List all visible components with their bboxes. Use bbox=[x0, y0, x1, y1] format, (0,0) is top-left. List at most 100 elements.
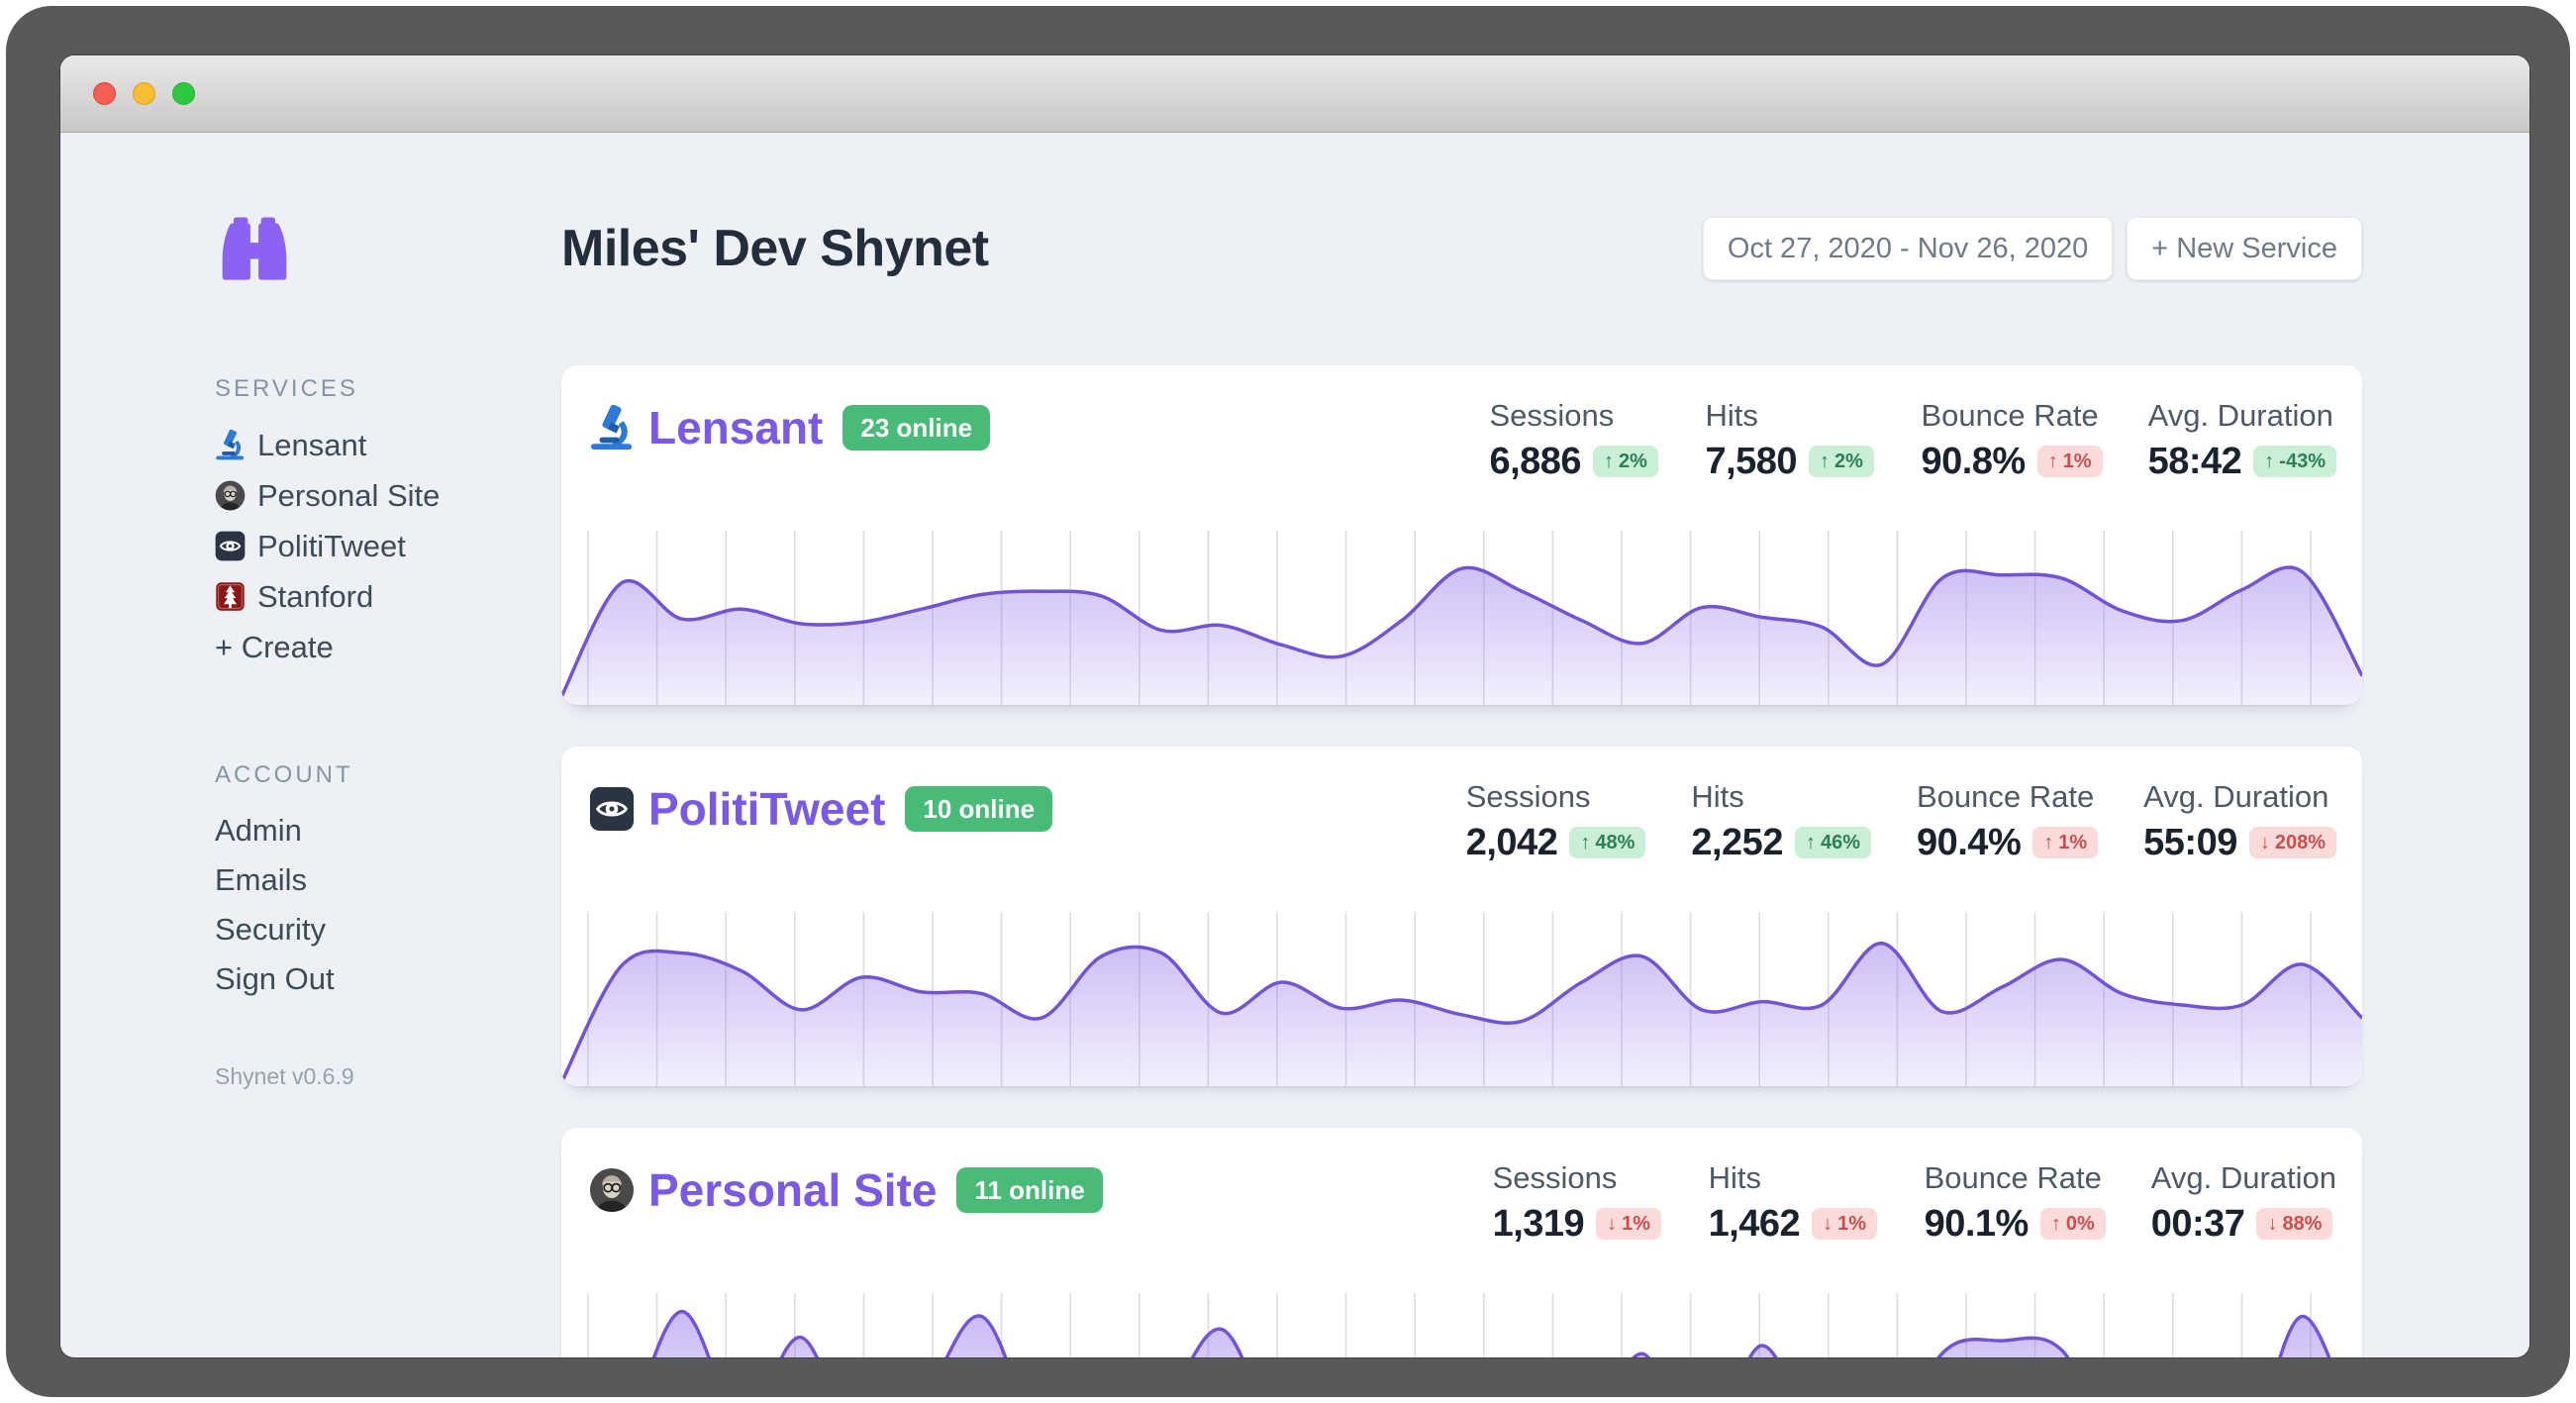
sidebar-item-label: Stanford bbox=[257, 578, 374, 614]
card-header: PolitiTweet 10 online Sessions 2,042 ↑ 48% Hit… bbox=[561, 747, 2362, 861]
arrow-up-icon: ↑ bbox=[2050, 1213, 2061, 1236]
microscope-icon bbox=[215, 430, 246, 460]
stat-bounce-rate: Bounce Rate 90.8% ↑ 1% bbox=[1921, 398, 2103, 480]
stat-delta-badge: ↑ 2% bbox=[1809, 446, 1874, 478]
stat-value: 00:37 bbox=[2150, 1203, 2245, 1246]
service-name-link[interactable]: Lensant bbox=[648, 402, 824, 453]
stat-label: Bounce Rate bbox=[1921, 398, 2099, 433]
stat-value: 7,580 bbox=[1705, 441, 1798, 483]
service-title-row: Lensant 23 online bbox=[589, 399, 991, 453]
stat-hits: Hits 2,252 ↑ 46% bbox=[1691, 779, 1871, 861]
sidebar-item-security[interactable]: Security bbox=[215, 905, 561, 954]
traffic-light-zoom[interactable] bbox=[172, 82, 195, 105]
app-window: SERVICES Lensant Personal Site PolitiTweet S… bbox=[60, 55, 2529, 1357]
stat-delta-value: 1% bbox=[2058, 832, 2088, 854]
arrow-up-icon: ↑ bbox=[1805, 832, 1816, 854]
stat-label: Sessions bbox=[1465, 779, 1591, 814]
stat-bounce-rate: Bounce Rate 90.4% ↑ 1% bbox=[1916, 779, 2099, 864]
sidebar-item-label: + Create bbox=[215, 629, 334, 664]
stat-label: Bounce Rate bbox=[1924, 1160, 2102, 1195]
stats-row: Sessions 6,886 ↑ 2% Hits 7,580 ↑ 2% Bounce Rate 9… bbox=[1489, 398, 2336, 480]
stat-label: Hits bbox=[1691, 779, 1744, 814]
sidebar-item-admin[interactable]: Admin bbox=[215, 806, 561, 855]
sidebar-list-services: Lensant Personal Site PolitiTweet Stanford +… bbox=[215, 420, 561, 672]
service-title-row: PolitiTweet 10 online bbox=[589, 780, 1053, 835]
page-title: Miles' Dev Shynet bbox=[561, 220, 989, 277]
stat-delta-badge: ↑ 46% bbox=[1794, 827, 1871, 859]
traffic-light-minimize[interactable] bbox=[133, 82, 155, 105]
sidebar-item-label: Lensant bbox=[257, 427, 367, 462]
sidebar: SERVICES Lensant Personal Site PolitiTweet S… bbox=[60, 133, 561, 1357]
binoculars-logo-icon bbox=[215, 217, 294, 286]
stat-avg-duration: Avg. Duration 55:09 ↓ 208% bbox=[2143, 779, 2336, 864]
arrow-up-icon: ↑ bbox=[1820, 451, 1831, 473]
stat-sessions: Sessions 6,886 ↑ 2% bbox=[1489, 398, 1659, 480]
sidebar-item-create[interactable]: + Create bbox=[215, 622, 561, 672]
stat-delta-badge: ↑ 1% bbox=[2036, 446, 2103, 478]
stat-delta-badge: ↑ 0% bbox=[2039, 1208, 2106, 1241]
stat-value-row: 1,319 ↓ 1% bbox=[1493, 1205, 1663, 1243]
stat-label: Bounce Rate bbox=[1916, 779, 2095, 814]
stat-value: 55:09 bbox=[2143, 822, 2237, 864]
stat-value-row: 7,580 ↑ 2% bbox=[1705, 443, 1875, 480]
sidebar-item-stanford[interactable]: Stanford bbox=[215, 571, 561, 622]
stat-value-row: 58:42 ↑ -43% bbox=[2148, 443, 2336, 480]
stat-value-row: 00:37 ↓ 88% bbox=[2151, 1205, 2336, 1243]
sidebar-item-label: Admin bbox=[215, 813, 302, 848]
date-range-button[interactable]: Oct 27, 2020 - Nov 26, 2020 bbox=[1702, 217, 2114, 280]
stat-label: Avg. Duration bbox=[2147, 398, 2333, 433]
new-service-button[interactable]: + New Service bbox=[2127, 217, 2362, 280]
stat-delta-badge: ↓ 88% bbox=[2256, 1208, 2333, 1241]
stat-delta-value: 208% bbox=[2274, 832, 2326, 854]
service-name-link[interactable]: PolitiTweet bbox=[648, 783, 886, 835]
sidebar-list-account: Admin Emails Security Sign Out bbox=[215, 806, 561, 1004]
stats-row: Sessions 2,042 ↑ 48% Hits 2,252 ↑ 46% Bounce Rat… bbox=[1465, 779, 2336, 864]
section-title-services: SERVICES bbox=[215, 375, 358, 402]
stat-delta-badge: ↓ 1% bbox=[1812, 1208, 1878, 1241]
stat-avg-duration: Avg. Duration 00:37 ↓ 88% bbox=[2150, 1160, 2336, 1243]
stat-value: 90.4% bbox=[1916, 822, 2022, 864]
traffic-chart bbox=[561, 531, 2362, 705]
sidebar-item-label: Sign Out bbox=[215, 961, 335, 996]
stat-delta-badge: ↑ 1% bbox=[2032, 827, 2099, 859]
stat-value-row: 90.4% ↑ 1% bbox=[1916, 822, 2099, 864]
sidebar-item-polititweet[interactable]: PolitiTweet bbox=[215, 521, 561, 571]
stat-value: 1,462 bbox=[1708, 1203, 1801, 1246]
sidebar-item-label: Emails bbox=[215, 862, 308, 897]
stat-label: Hits bbox=[1705, 398, 1758, 433]
stat-label: Avg. Duration bbox=[2150, 1160, 2336, 1195]
stat-bounce-rate: Bounce Rate 90.1% ↑ 0% bbox=[1924, 1160, 2106, 1243]
stat-value-row: 1,462 ↓ 1% bbox=[1709, 1205, 1879, 1243]
arrow-down-icon: ↓ bbox=[1823, 1213, 1833, 1236]
arrow-up-icon: ↑ bbox=[2043, 832, 2054, 854]
arrow-up-icon: ↑ bbox=[1604, 451, 1615, 473]
microscope-icon bbox=[589, 405, 635, 451]
stat-delta-value: 1% bbox=[1622, 1213, 1651, 1236]
stat-hits: Hits 1,462 ↓ 1% bbox=[1709, 1160, 1879, 1243]
stat-value: 1,319 bbox=[1492, 1203, 1585, 1246]
stat-hits: Hits 7,580 ↑ 2% bbox=[1705, 398, 1875, 480]
sidebar-item-lensant[interactable]: Lensant bbox=[215, 420, 561, 470]
stat-delta-value: 48% bbox=[1595, 832, 1635, 854]
stat-delta-value: 1% bbox=[2062, 451, 2092, 473]
card-header: Lensant 23 online Sessions 6,886 ↑ 2% Hits 7,58… bbox=[561, 365, 2362, 480]
service-name-link[interactable]: Personal Site bbox=[648, 1164, 938, 1216]
sidebar-item-personal-site[interactable]: Personal Site bbox=[215, 470, 561, 521]
sidebar-item-sign-out[interactable]: Sign Out bbox=[215, 954, 561, 1004]
arrow-down-icon: ↓ bbox=[1607, 1213, 1618, 1236]
window-content: SERVICES Lensant Personal Site PolitiTweet S… bbox=[60, 133, 2529, 1357]
sidebar-item-label: Security bbox=[215, 912, 326, 947]
avatar-icon bbox=[215, 480, 246, 511]
page-header: Miles' Dev Shynet Oct 27, 2020 - Nov 26,… bbox=[561, 217, 2362, 280]
stat-value: 2,042 bbox=[1465, 822, 1558, 864]
stat-avg-duration: Avg. Duration 58:42 ↑ -43% bbox=[2147, 398, 2336, 480]
service-card-polititweet: PolitiTweet 10 online Sessions 2,042 ↑ 48% Hit… bbox=[561, 747, 2362, 1086]
sidebar-item-label: Personal Site bbox=[257, 477, 441, 513]
service-title-row: Personal Site 11 online bbox=[589, 1161, 1103, 1213]
traffic-light-close[interactable] bbox=[93, 82, 116, 105]
sidebar-item-emails[interactable]: Emails bbox=[215, 855, 561, 905]
stats-row: Sessions 1,319 ↓ 1% Hits 1,462 ↓ 1% Bounce Rate 9… bbox=[1493, 1160, 2336, 1243]
stat-delta-badge: ↑ 2% bbox=[1593, 446, 1658, 478]
arrow-up-icon: ↑ bbox=[2264, 451, 2275, 473]
